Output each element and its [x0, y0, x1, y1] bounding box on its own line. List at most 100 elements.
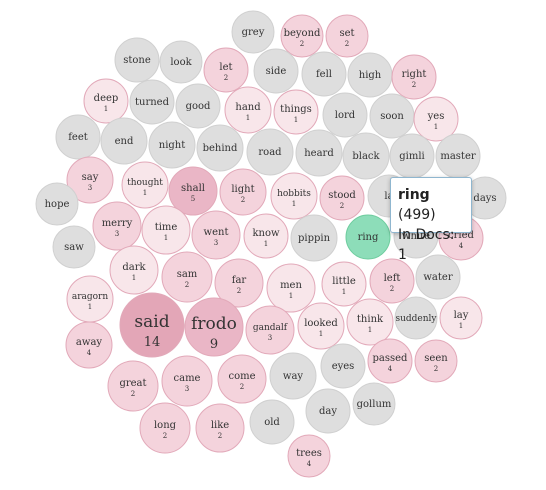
bubble-look[interactable]: look [159, 40, 203, 84]
bubble-circle [191, 210, 241, 260]
bubble-circle [352, 382, 396, 426]
bubble-word: set [339, 28, 354, 39]
bubble-word: day [319, 406, 337, 417]
bubble-circle [203, 47, 249, 93]
bubble-ring[interactable]: ring [345, 214, 391, 260]
bubble-lord[interactable]: lord [322, 92, 368, 138]
bubble-gimli[interactable]: gimli [389, 133, 435, 179]
bubble-circle [439, 296, 483, 340]
bubble-word: men [280, 280, 302, 291]
bubble-end[interactable]: end [100, 117, 148, 165]
bubble-road[interactable]: road [246, 128, 294, 176]
bubble-stone[interactable]: stone [114, 37, 160, 83]
bubble-soon[interactable]: soon [369, 93, 415, 139]
bubble-circle [161, 251, 213, 303]
bubble-word: pippin [298, 233, 331, 244]
bubble-word: road [258, 147, 282, 158]
bubble-circle [297, 302, 345, 350]
bubble-count: 2 [345, 40, 349, 48]
bubble-behind[interactable]: behind [196, 124, 244, 172]
bubble-eyes[interactable]: eyes [320, 343, 366, 389]
bubble-word: night [159, 140, 186, 151]
bubble-word: behind [203, 143, 238, 154]
bubble-circle [269, 352, 317, 400]
bubble-circle [55, 114, 101, 160]
bubble-suddenly[interactable]: suddenly [394, 296, 438, 340]
bubble-circle [322, 92, 368, 138]
bubble-circle [270, 172, 318, 220]
bubble-old[interactable]: old [249, 399, 295, 445]
bubble-day[interactable]: day [305, 388, 351, 434]
bubble-high[interactable]: high [347, 52, 393, 98]
bubble-good[interactable]: good [175, 83, 221, 129]
bubble-water[interactable]: water [415, 254, 461, 300]
bubble-word: gandalf [253, 323, 288, 333]
bubble-frodo[interactable]: frodo 9 [184, 297, 244, 357]
bubble-turned[interactable]: turned [129, 79, 175, 125]
bubble-gollum[interactable]: gollum [352, 382, 396, 426]
bubble-said[interactable]: said 14 [119, 292, 185, 358]
bubble-word: cried [448, 230, 474, 241]
bubble-saw[interactable]: saw [52, 225, 96, 269]
bubble-count: 4 [388, 365, 393, 373]
bubble-circle [214, 258, 264, 308]
bubble-circle [114, 37, 160, 83]
bubble-count: 2 [412, 81, 416, 89]
bubble-word: soon [380, 111, 404, 122]
bubble-count: 1 [246, 114, 250, 122]
bubble-pippin[interactable]: pippin [290, 214, 338, 262]
bubble-word: old [264, 417, 280, 428]
bubble-hope[interactable]: hope [35, 182, 79, 226]
bubble-side[interactable]: side [253, 48, 299, 94]
bubble-heard[interactable]: heard [295, 129, 343, 177]
bubble-night[interactable]: night [148, 121, 196, 169]
bubble-fell[interactable]: fell [301, 51, 347, 97]
bubble-circle [287, 434, 331, 478]
bubble-feet[interactable]: feet [55, 114, 101, 160]
bubble-grey[interactable]: grey [231, 10, 275, 54]
bubble-master[interactable]: master [435, 133, 481, 179]
bubble-black[interactable]: black [342, 132, 390, 180]
bubble-circle [168, 166, 218, 216]
bubble-way[interactable]: way [269, 352, 317, 400]
